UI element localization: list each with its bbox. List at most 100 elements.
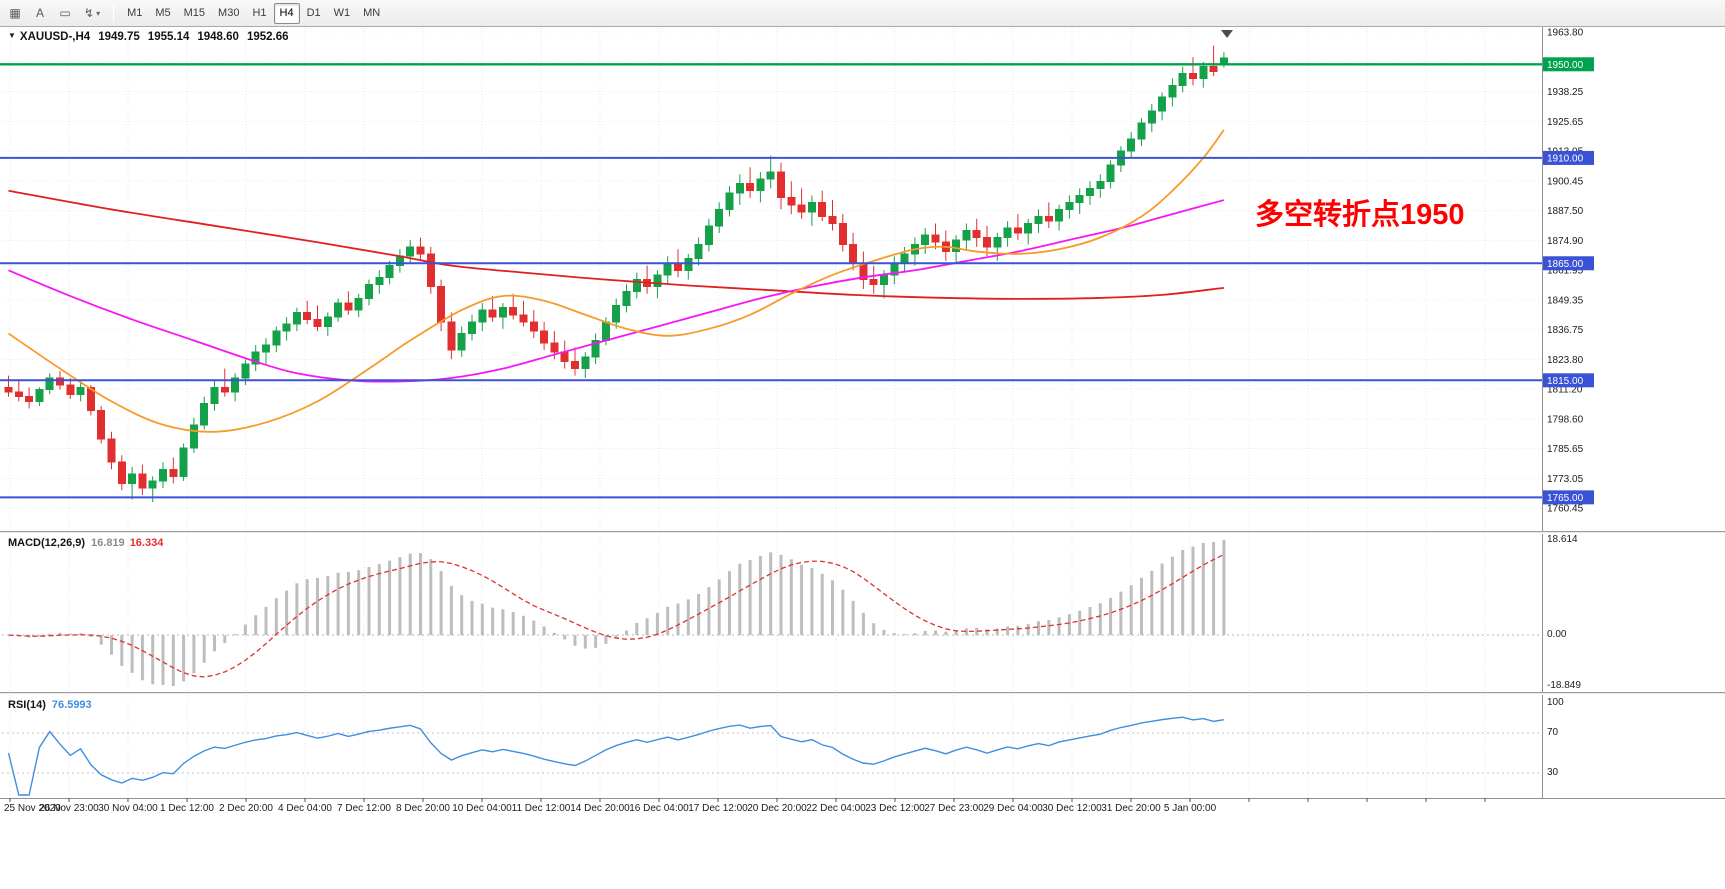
price-tick-label: 1938.25: [1547, 87, 1584, 98]
rsi-value: 76.5993: [51, 699, 92, 711]
candle-body: [375, 276, 384, 285]
candle-body: [591, 340, 600, 358]
time-tick-label: 8 Dec 20:00: [396, 803, 450, 814]
toolbar: ▦ A ▭ ↯ ▾ M1 M5 M15 M30 H1 H4 D1 W1 MN: [0, 0, 1725, 27]
time-tick-label: 1 Dec 12:00: [160, 803, 214, 814]
candle-body: [704, 225, 713, 246]
timeframe-m15-button[interactable]: M15: [178, 3, 211, 24]
time-tick-label: 27 Dec 23:00: [924, 803, 984, 814]
time-tick-label: 17 Dec 12:00: [688, 803, 748, 814]
candle-body: [550, 342, 559, 353]
macd-signal-line: [8, 553, 1225, 678]
objects-tool-button[interactable]: ▭: [53, 3, 77, 24]
candle-body: [1168, 84, 1177, 98]
candle-body: [838, 222, 847, 246]
price-level-label-box: [1543, 256, 1594, 271]
candle-body: [313, 318, 322, 327]
candle-body: [1199, 66, 1208, 79]
rsi-scale-100: 100: [1547, 697, 1564, 708]
candle-body: [787, 197, 796, 206]
candle-body: [1034, 215, 1043, 224]
time-tick-label: 22 Dec 04:00: [806, 803, 866, 814]
timeframe-h4-button[interactable]: H4: [273, 2, 300, 24]
timeframe-m5-button[interactable]: M5: [149, 3, 176, 24]
candle-body: [66, 384, 75, 395]
macd-plot-area[interactable]: [0, 534, 1542, 691]
open-value: 1949.75: [98, 31, 140, 43]
price-tick-label: 1836.75: [1547, 325, 1584, 336]
rsi-scale-70: 70: [1547, 727, 1559, 738]
candle-body: [869, 279, 878, 285]
candle-body: [1096, 180, 1105, 189]
time-tick-label: 16 Dec 04:00: [629, 803, 689, 814]
candle-body: [478, 309, 487, 323]
grid-tool-button[interactable]: ▦: [3, 3, 27, 24]
rsi-indicator-label: RSI(14) 76.5993: [8, 699, 92, 711]
candle-body: [416, 246, 425, 255]
candle-body: [169, 468, 178, 477]
candle-body: [272, 330, 281, 346]
candle-body: [251, 351, 260, 365]
timeframe-mn-button[interactable]: MN: [357, 3, 386, 24]
rsi-plot-area[interactable]: [0, 695, 1542, 797]
panel-separator-macd[interactable]: [0, 531, 1725, 534]
candle-body: [1189, 73, 1197, 79]
timeframe-h1-button[interactable]: H1: [246, 3, 272, 24]
panel-separator-rsi[interactable]: [0, 692, 1725, 695]
candle-body: [694, 244, 703, 260]
price-tick-label: 1874.90: [1547, 236, 1584, 247]
time-tick-label: 25 Nov 2020: [4, 803, 61, 814]
timeframe-d1-button[interactable]: D1: [301, 3, 327, 24]
chart-plot-area[interactable]: [0, 28, 1542, 530]
candle-body: [179, 447, 188, 477]
indicators-tool-button[interactable]: ↯ ▾: [78, 3, 106, 24]
macd-scale-max: 18.614: [1547, 534, 1578, 545]
price-tick-label: 1760.45: [1547, 504, 1584, 515]
time-tick-label: 30 Nov 04:00: [98, 803, 158, 814]
candle-body: [993, 237, 1002, 248]
ma-fast-orange: [7, 129, 1225, 433]
candle-body: [1055, 208, 1064, 222]
candle-body: [97, 410, 106, 440]
candle-body: [684, 258, 693, 271]
candle-body: [447, 321, 456, 351]
price-level-label: 1950.00: [1547, 60, 1584, 71]
candle-body: [1137, 122, 1146, 140]
price-tick-label: 1963.80: [1547, 28, 1584, 39]
candle-body: [962, 229, 971, 241]
price-tick-label: 1773.05: [1547, 474, 1584, 485]
time-tick-label: 31 Dec 20:00: [1101, 803, 1161, 814]
price-tick-label: 1811.20: [1547, 385, 1583, 396]
candle-body: [1024, 222, 1033, 234]
price-level-label: 1815.00: [1547, 376, 1584, 387]
candle-body: [426, 253, 435, 288]
candle-body: [828, 215, 837, 224]
candle-body: [519, 314, 528, 323]
candle-body: [756, 178, 765, 192]
candle-body: [14, 391, 23, 398]
time-tick-label: 26 Nov 23:00: [39, 803, 99, 814]
candle-body: [107, 438, 116, 463]
chevron-down-icon: ▾: [96, 8, 101, 18]
candle-body: [334, 302, 343, 318]
candle-body: [766, 171, 775, 180]
price-tick-label: 1925.65: [1547, 117, 1584, 128]
price-level-label: 1910.00: [1547, 153, 1584, 164]
timeframe-m30-button[interactable]: M30: [212, 3, 245, 24]
candle-body: [406, 246, 415, 257]
candle-body: [468, 321, 476, 334]
price-tick-label: 1798.60: [1547, 414, 1584, 425]
time-axis[interactable]: [0, 799, 1542, 815]
timeframe-m1-button[interactable]: M1: [121, 3, 148, 24]
time-tick-label: 30 Dec 12:00: [1042, 803, 1102, 814]
candle-body: [86, 386, 95, 412]
close-value: 1952.66: [246, 31, 289, 43]
rsi-line: [7, 716, 1225, 796]
price-tick-label: 1900.45: [1547, 176, 1584, 187]
rsi-scale-30: 30: [1547, 767, 1559, 778]
timeframe-w1-button[interactable]: W1: [328, 3, 357, 24]
candle-body: [952, 239, 961, 253]
candle-body: [365, 283, 373, 299]
text-tool-button[interactable]: A: [28, 3, 52, 24]
